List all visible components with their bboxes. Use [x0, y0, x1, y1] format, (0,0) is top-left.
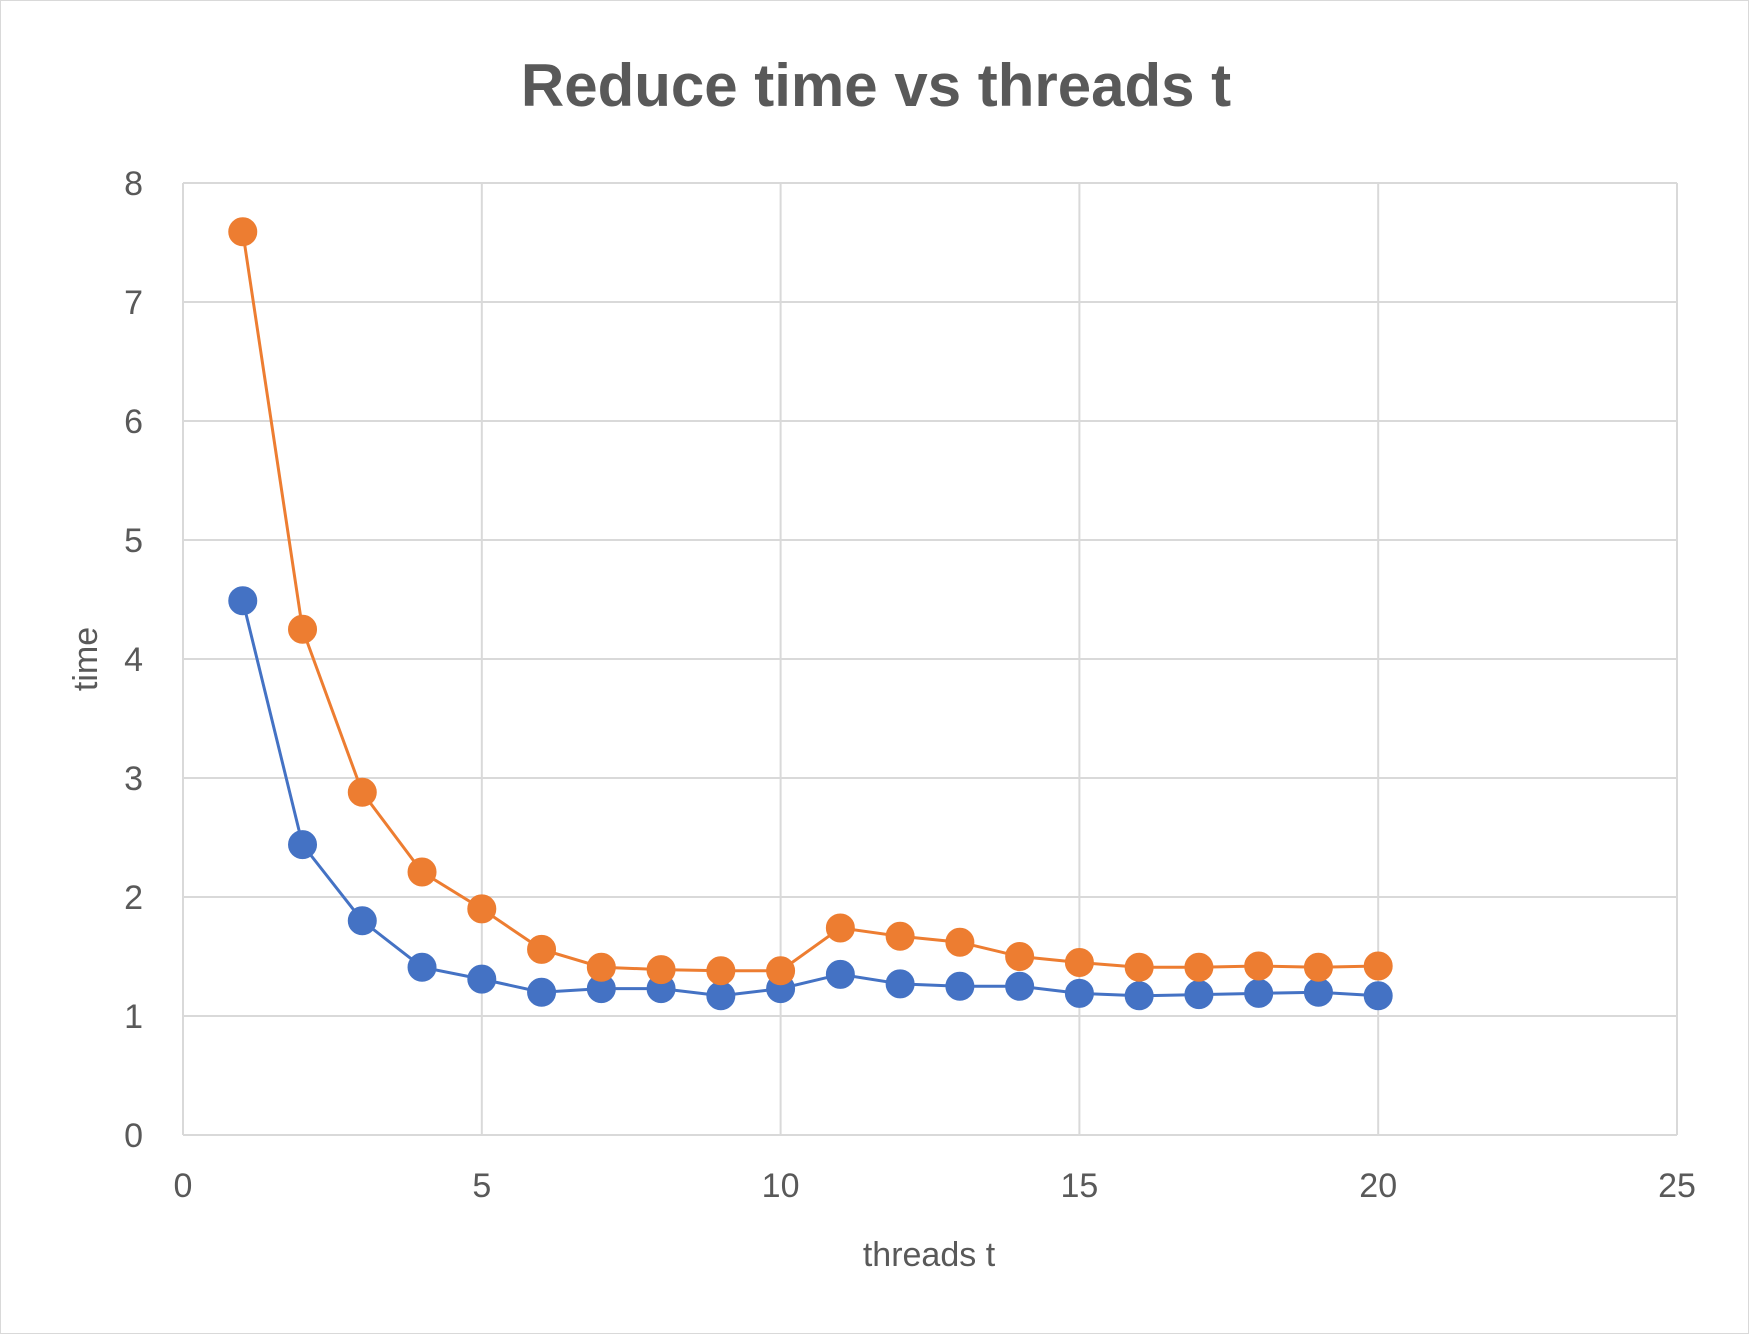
series-layer — [228, 217, 1393, 1011]
series-2 — [228, 217, 1393, 986]
data-point — [885, 969, 915, 999]
data-point — [527, 977, 557, 1007]
data-point — [1124, 952, 1154, 982]
data-point — [1363, 981, 1393, 1011]
data-point — [766, 956, 796, 986]
data-point — [467, 894, 497, 924]
y-tick-label: 2 — [124, 879, 143, 917]
data-point — [1303, 952, 1333, 982]
data-point — [288, 614, 318, 644]
data-point — [347, 777, 377, 807]
data-point — [646, 955, 676, 985]
data-point — [825, 913, 855, 943]
y-tick-label: 6 — [124, 403, 143, 441]
series-line — [241, 231, 1379, 973]
gridlines — [182, 182, 1678, 1136]
data-point — [706, 956, 736, 986]
x-tick-label: 0 — [174, 1167, 193, 1205]
data-point — [1363, 951, 1393, 981]
y-tick-label: 0 — [124, 1117, 143, 1155]
data-point — [1184, 980, 1214, 1010]
y-tick-label: 1 — [124, 998, 143, 1036]
x-tick-label: 25 — [1658, 1167, 1696, 1205]
data-point — [885, 921, 915, 951]
data-point — [1064, 947, 1094, 977]
data-point — [1064, 978, 1094, 1008]
data-point — [1005, 971, 1035, 1001]
x-tick-label: 15 — [1060, 1167, 1098, 1205]
data-point — [467, 964, 497, 994]
data-point — [945, 927, 975, 957]
y-tick-label: 7 — [124, 284, 143, 322]
y-tick-label: 8 — [124, 165, 143, 203]
data-point — [288, 830, 318, 860]
data-point — [586, 952, 616, 982]
data-point — [1005, 942, 1035, 971]
data-point — [228, 586, 258, 616]
x-tick-label: 20 — [1359, 1167, 1397, 1205]
data-point — [1184, 952, 1214, 982]
x-axis-ticks: 0 5 10 15 20 25 — [174, 1167, 1696, 1205]
y-axis-ticks: 0 1 2 3 4 5 6 7 8 — [124, 165, 143, 1155]
x-axis-title: threads t — [863, 1236, 996, 1274]
data-point — [1124, 981, 1154, 1011]
data-point — [706, 981, 736, 1011]
series-1 — [228, 586, 1393, 1011]
data-point — [347, 906, 377, 936]
y-axis-title: time — [67, 627, 105, 691]
data-point — [407, 952, 437, 982]
x-tick-label: 5 — [472, 1167, 491, 1205]
data-point — [1244, 951, 1274, 981]
y-tick-label: 3 — [124, 760, 143, 798]
data-point — [407, 857, 437, 887]
y-tick-label: 4 — [124, 641, 143, 679]
y-tick-label: 5 — [124, 522, 143, 560]
data-point — [1244, 978, 1274, 1008]
data-point — [228, 217, 258, 247]
data-point — [1303, 977, 1333, 1007]
chart-title: Reduce time vs threads t — [521, 52, 1231, 119]
x-tick-label: 10 — [762, 1167, 800, 1205]
data-point — [945, 971, 975, 1001]
data-point — [825, 959, 855, 989]
data-point — [527, 934, 557, 964]
